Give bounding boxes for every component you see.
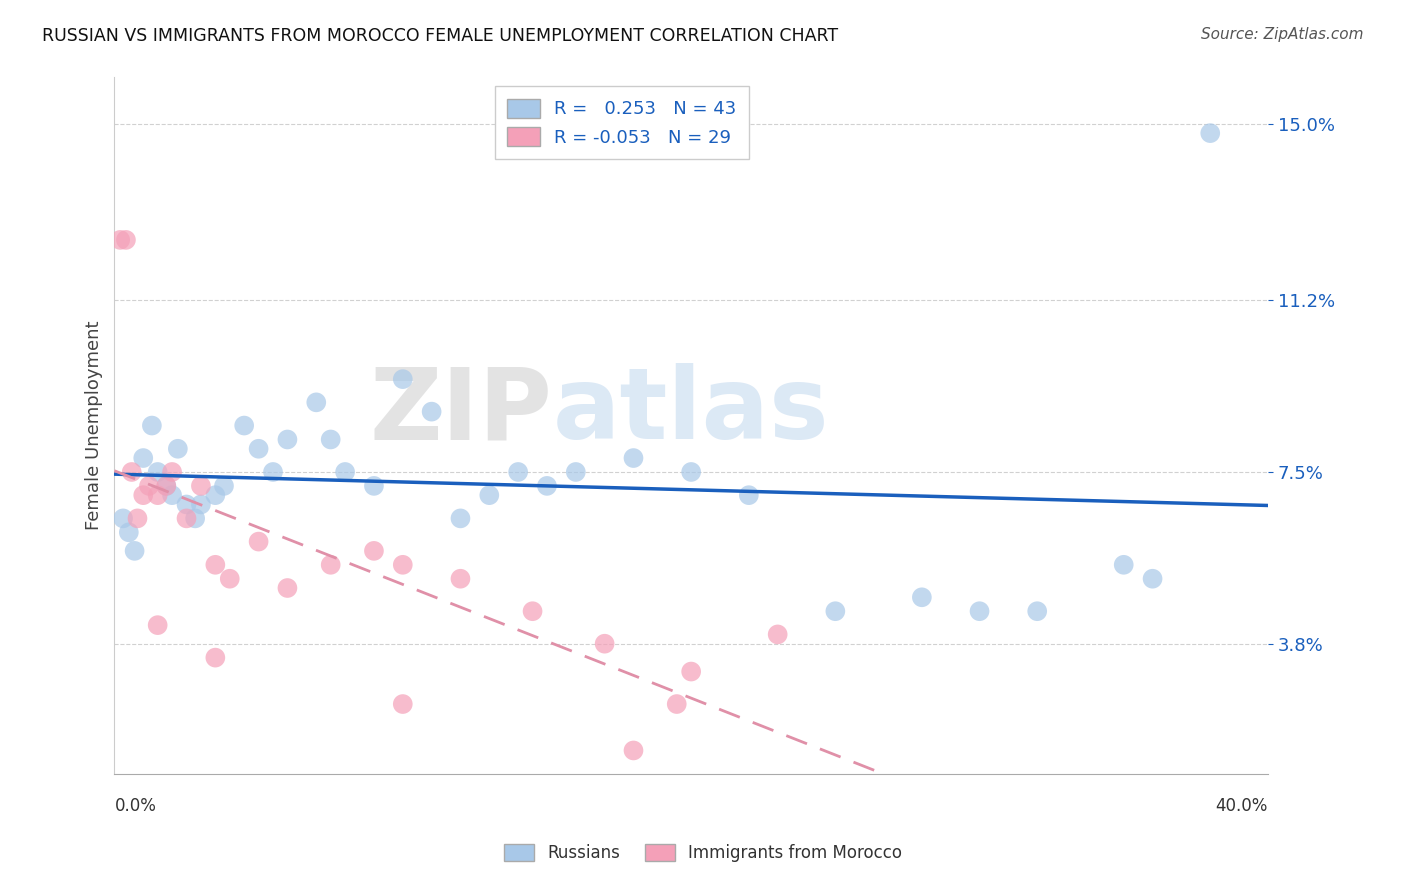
Point xyxy=(132,488,155,502)
Point xyxy=(969,604,991,618)
Point xyxy=(247,534,270,549)
Point xyxy=(166,442,188,456)
Point xyxy=(190,498,212,512)
Point xyxy=(146,618,169,632)
Text: ZIP: ZIP xyxy=(370,363,553,460)
Point xyxy=(212,479,235,493)
Point xyxy=(1026,604,1049,618)
Point xyxy=(478,488,501,502)
Point xyxy=(112,511,135,525)
Point xyxy=(127,511,149,525)
Point xyxy=(155,479,177,493)
Point xyxy=(115,233,138,247)
Point xyxy=(824,604,846,618)
Point xyxy=(184,511,207,525)
Point xyxy=(623,743,645,757)
Point xyxy=(204,650,226,665)
Point xyxy=(319,558,342,572)
Point xyxy=(160,488,183,502)
Text: atlas: atlas xyxy=(553,363,830,460)
Point xyxy=(536,479,558,493)
Point xyxy=(141,418,163,433)
Point xyxy=(146,488,169,502)
Point xyxy=(146,465,169,479)
Point xyxy=(766,627,789,641)
Text: Source: ZipAtlas.com: Source: ZipAtlas.com xyxy=(1201,27,1364,42)
Point xyxy=(124,544,146,558)
Point xyxy=(305,395,328,409)
Point xyxy=(391,558,413,572)
Point xyxy=(508,465,530,479)
Point xyxy=(176,498,198,512)
Point xyxy=(138,479,160,493)
Point xyxy=(204,558,226,572)
Point xyxy=(363,479,385,493)
Point xyxy=(449,511,471,525)
Point xyxy=(176,511,198,525)
Point xyxy=(262,465,284,479)
Point xyxy=(420,404,443,418)
Point xyxy=(319,433,342,447)
Y-axis label: Female Unemployment: Female Unemployment xyxy=(86,321,103,531)
Point xyxy=(108,233,131,247)
Point xyxy=(363,544,385,558)
Point xyxy=(665,697,688,711)
Text: 0.0%: 0.0% xyxy=(114,797,156,815)
Point xyxy=(233,418,256,433)
Point xyxy=(247,442,270,456)
Text: RUSSIAN VS IMMIGRANTS FROM MOROCCO FEMALE UNEMPLOYMENT CORRELATION CHART: RUSSIAN VS IMMIGRANTS FROM MOROCCO FEMAL… xyxy=(42,27,838,45)
Point xyxy=(276,581,298,595)
Point xyxy=(593,637,616,651)
Point xyxy=(911,591,934,605)
Point xyxy=(160,465,183,479)
Point xyxy=(1142,572,1164,586)
Point xyxy=(449,572,471,586)
Point xyxy=(681,465,703,479)
Point xyxy=(190,479,212,493)
Legend: Russians, Immigrants from Morocco: Russians, Immigrants from Morocco xyxy=(495,836,911,871)
Point xyxy=(118,525,141,540)
Point xyxy=(738,488,761,502)
Point xyxy=(333,465,356,479)
Point xyxy=(132,451,155,466)
Point xyxy=(1112,558,1135,572)
Text: 40.0%: 40.0% xyxy=(1216,797,1268,815)
Point xyxy=(391,372,413,386)
Point xyxy=(522,604,544,618)
Point xyxy=(155,479,177,493)
Point xyxy=(276,433,298,447)
Point xyxy=(623,451,645,466)
Legend: R =   0.253   N = 43, R = -0.053   N = 29: R = 0.253 N = 43, R = -0.053 N = 29 xyxy=(495,87,749,160)
Point xyxy=(391,697,413,711)
Point xyxy=(204,488,226,502)
Point xyxy=(121,465,143,479)
Point xyxy=(565,465,588,479)
Point xyxy=(681,665,703,679)
Point xyxy=(1199,126,1222,140)
Point xyxy=(218,572,240,586)
